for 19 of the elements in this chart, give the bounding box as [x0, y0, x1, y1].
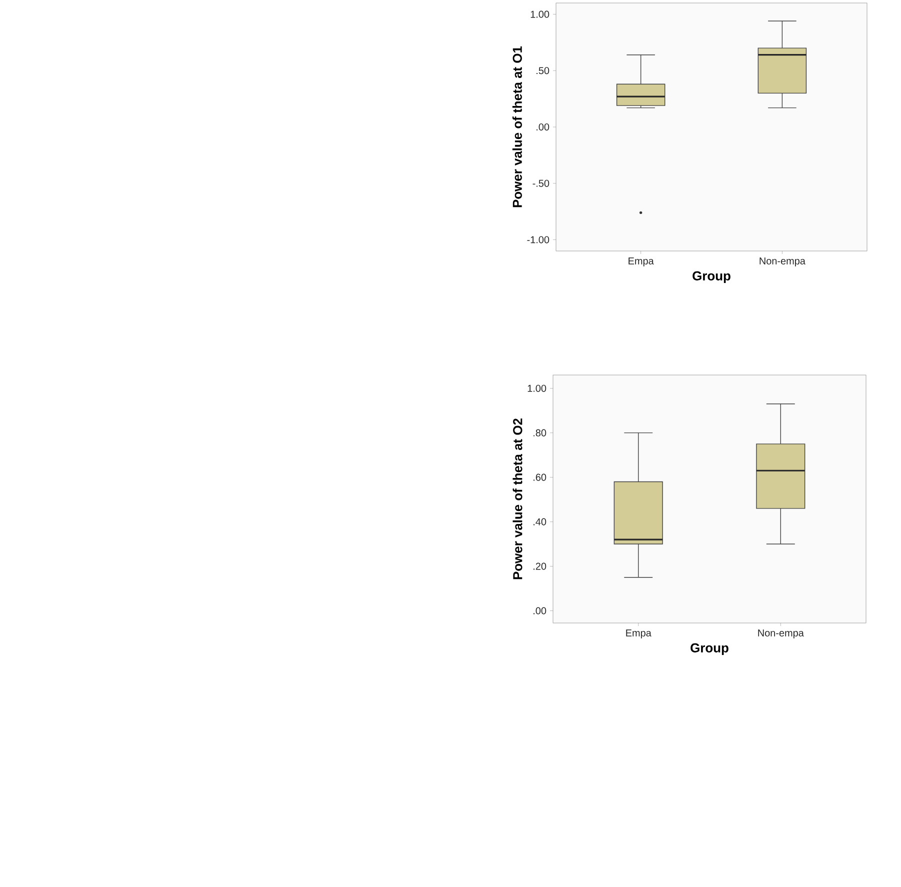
y-tick-label: .00 [534, 607, 546, 614]
y-tick-label: 1.00 [528, 384, 546, 392]
y-tick-label: -1.00 [527, 236, 550, 244]
x-tick-label: Empa [626, 630, 652, 638]
x-axis-title: Group [692, 271, 730, 284]
y-tick-label: -.50 [532, 180, 550, 187]
y-axis-title: Power value of theta at O2 [512, 418, 522, 580]
y-tick-label: .20 [534, 562, 546, 570]
y-tick-label: .40 [534, 518, 546, 526]
x-tick-label: Non-empa [758, 630, 804, 638]
y-axis-title: Power value of theta at O1 [512, 46, 522, 208]
y-tick-label: .50 [536, 67, 550, 74]
y-tick-label: 1.00 [530, 10, 550, 18]
y-tick-label: .80 [534, 429, 546, 436]
y-tick-label: .00 [536, 123, 550, 131]
x-tick-label: Non-empa [760, 258, 806, 266]
x-axis-title: Group [690, 643, 728, 656]
x-tick-label: Empa [628, 258, 654, 266]
y-tick-label: .60 [534, 474, 546, 481]
